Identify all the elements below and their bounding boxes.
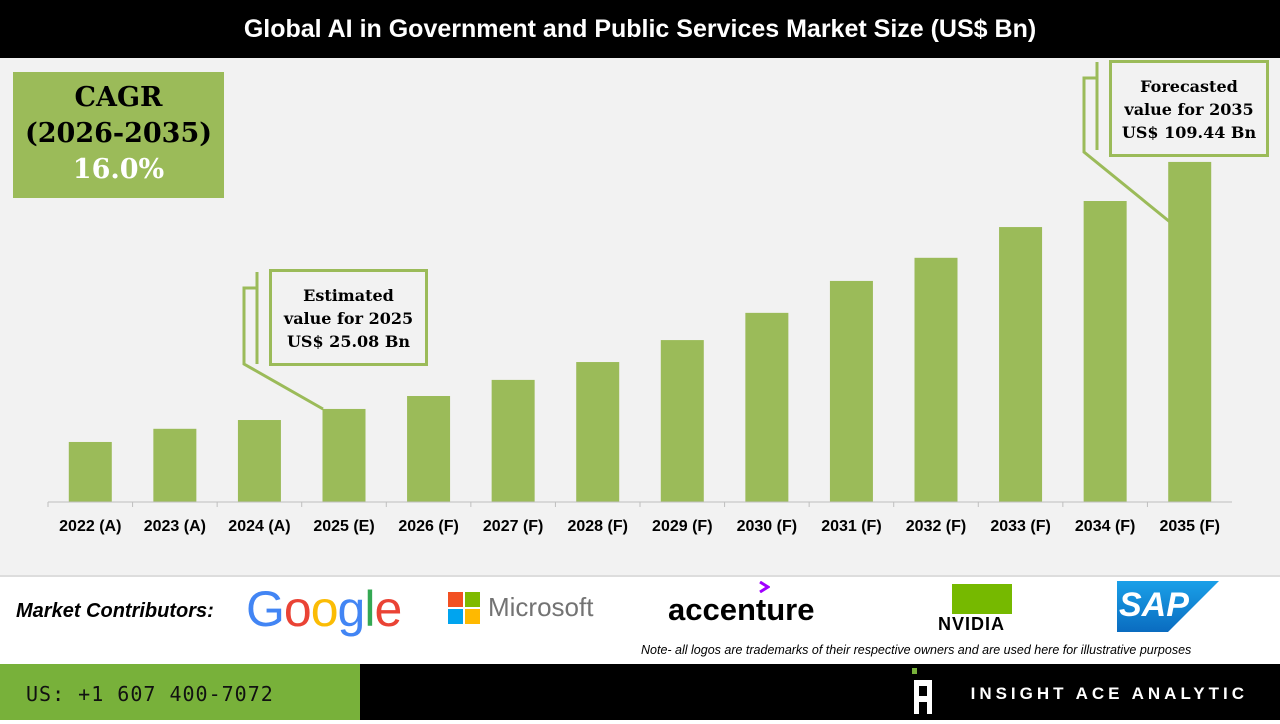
brand-name: INSIGHT ACE ANALYTIC <box>970 684 1248 703</box>
chart-title: Global AI in Government and Public Servi… <box>0 0 1280 58</box>
bar-2030 <box>745 312 789 502</box>
bar-2025 <box>322 408 366 502</box>
bar-2033 <box>999 227 1043 503</box>
microsoft-logo: Microsoft <box>448 592 593 629</box>
x-tick-label: 2033 (F) <box>990 518 1050 535</box>
bar-2035 <box>1168 161 1212 502</box>
bar-2023 <box>153 428 197 502</box>
cagr-value: 16.0% <box>72 154 165 185</box>
contributors-label: Market Contributors: <box>16 600 214 622</box>
x-tick-label: 2029 (F) <box>652 518 712 535</box>
callout-line: US$ 109.44 Bn <box>1121 123 1257 142</box>
accenture-chevron-icon <box>759 581 770 593</box>
bar-2031 <box>829 280 873 502</box>
bar-2024 <box>237 420 281 502</box>
x-tick-label: 2030 (F) <box>737 518 797 535</box>
callout-line: value for 2035 <box>1124 100 1254 119</box>
trademark-note: Note- all logos are trademarks of their … <box>641 643 1192 657</box>
phone-number: US: +1 607 400-7072 <box>0 664 360 720</box>
bar-2026 <box>407 396 451 502</box>
callout-line: US$ 25.08 Bn <box>286 332 411 351</box>
footer-bar: INSIGHT ACE ANALYTIC <box>360 664 1280 720</box>
callout-line: value for 2025 <box>283 309 414 328</box>
callout-2025-leader <box>242 286 324 411</box>
bar-2027 <box>491 379 535 502</box>
google-logo: Google <box>246 581 402 637</box>
x-tick-label: 2028 (F) <box>567 518 627 535</box>
nvidia-logo: NVIDIA <box>938 584 1034 634</box>
x-tick-label: 2024 (A) <box>228 518 290 535</box>
cagr-period: (2026-2035) <box>24 118 213 149</box>
callout-2035-leader <box>1082 76 1171 224</box>
callout-2035: Forecasted value for 2035 US$ 109.44 Bn <box>1109 60 1269 157</box>
x-tick-label: 2027 (F) <box>483 518 543 535</box>
insight-ace-logo-icon <box>912 668 932 714</box>
cagr-label: CAGR <box>74 82 163 113</box>
sap-logo: SAP <box>1117 581 1219 632</box>
x-tick-label: 2031 (F) <box>821 518 881 535</box>
x-tick-label: 2032 (F) <box>906 518 966 535</box>
callout-line: Forecasted <box>1140 77 1238 96</box>
bar-chart: 2022 (A) 2023 (A) 2024 (A) 2025 (E) 2026 (F)… <box>47 62 1232 535</box>
bar-2032 <box>914 257 958 502</box>
bar-2028 <box>576 362 620 502</box>
x-tick-label: 2025 (E) <box>313 518 374 535</box>
callout-2025: Estimated value for 2025 US$ 25.08 Bn <box>269 269 428 366</box>
bar-2022 <box>68 441 112 502</box>
x-tick-label: 2026 (F) <box>398 518 458 535</box>
x-tick-label: 2022 (A) <box>59 518 121 535</box>
x-tick-label: 2034 (F) <box>1075 518 1135 535</box>
accenture-logo: accenture <box>668 581 814 626</box>
bar-2034 <box>1083 201 1127 503</box>
nvidia-eye-icon <box>952 584 1012 614</box>
cagr-box: CAGR (2026-2035) 16.0% <box>13 72 224 198</box>
callout-line: Estimated <box>303 286 394 305</box>
x-tick-label: 2023 (A) <box>144 518 206 535</box>
microsoft-squares-icon <box>448 592 480 624</box>
x-tick-label: 2035 (F) <box>1159 518 1219 535</box>
bar-2029 <box>660 340 704 502</box>
